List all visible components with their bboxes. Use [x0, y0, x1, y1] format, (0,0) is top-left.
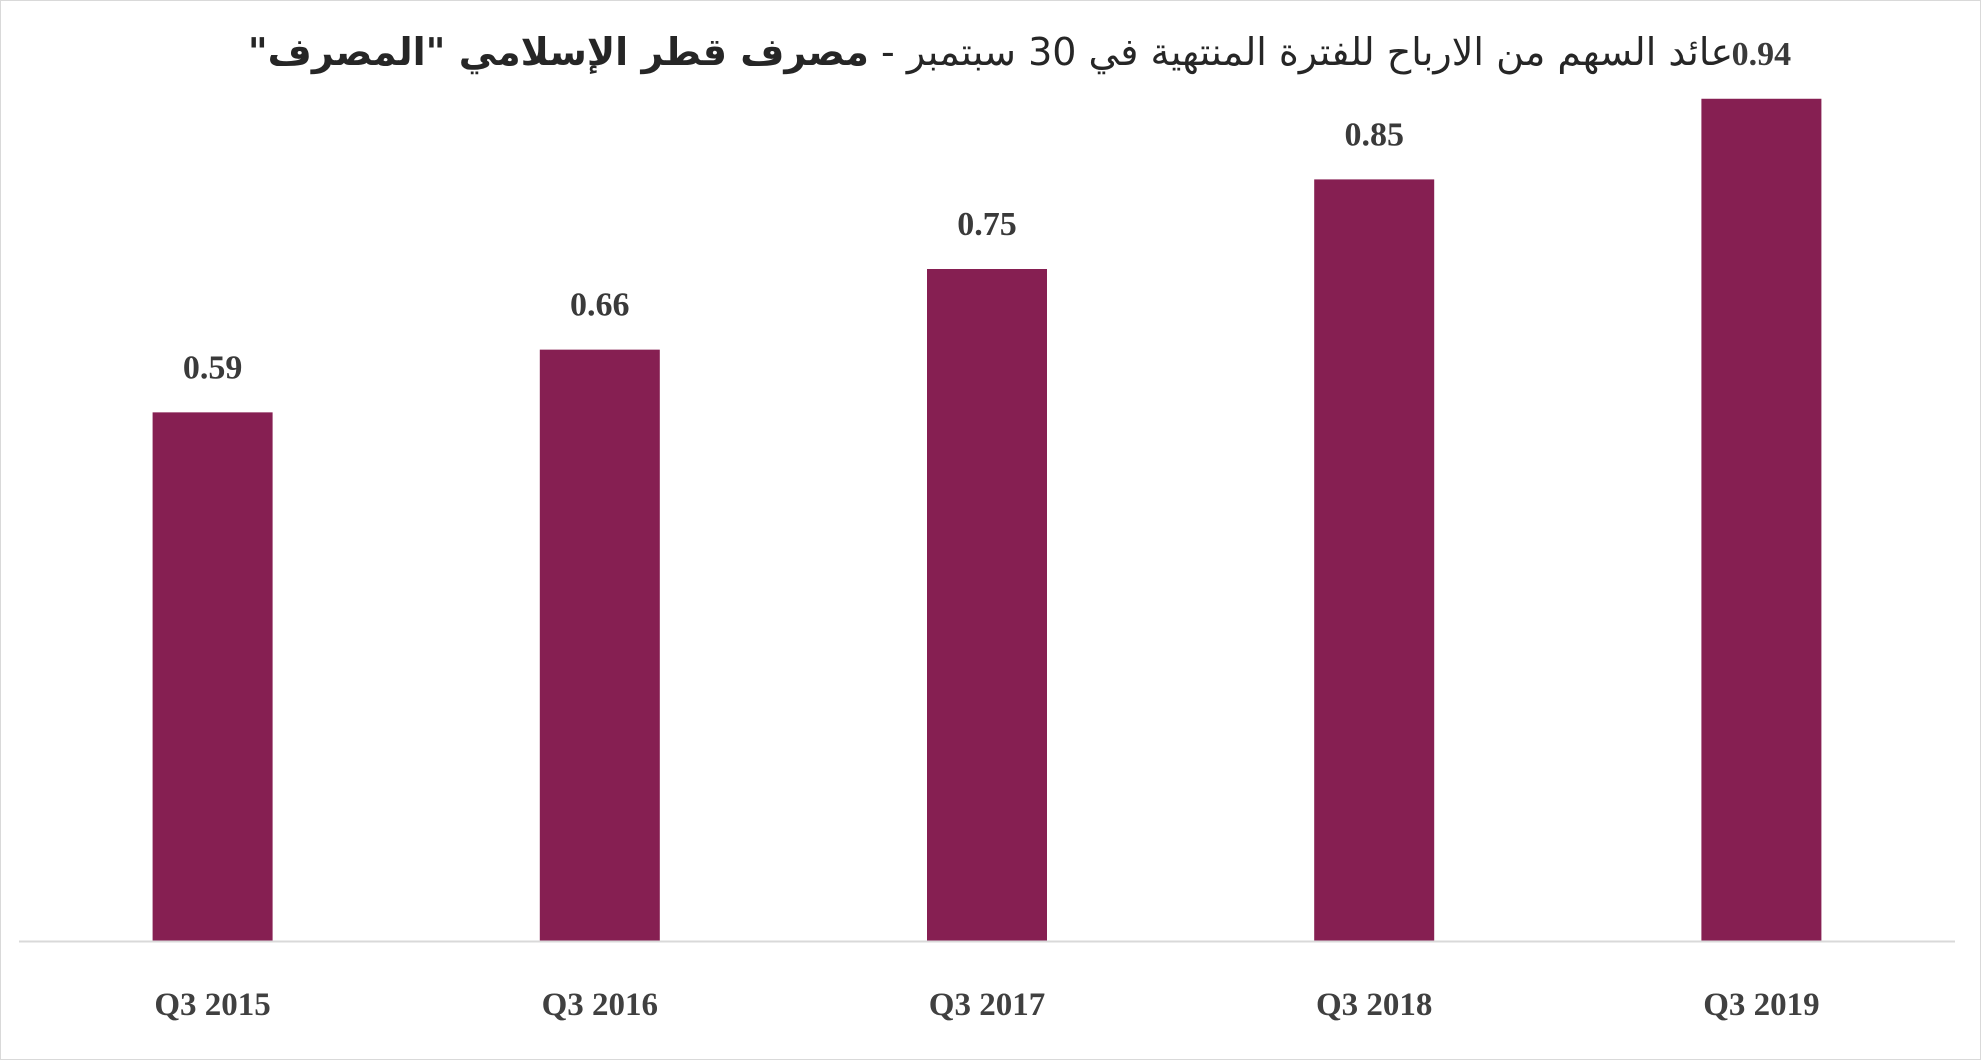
data-label: 0.66 — [570, 287, 630, 324]
data-label: 0.59 — [183, 349, 243, 386]
bars-layer — [152, 98, 1822, 941]
bar-q3-2017 — [927, 269, 1047, 941]
x-tick-labels-layer: Q3 2015 Q3 2016 Q3 2017 Q3 2018 Q3 2019 — [154, 987, 1819, 1023]
x-tick-label: Q3 2018 — [1316, 987, 1432, 1023]
data-label: 0.75 — [957, 206, 1017, 243]
chart-title-main: عائد السهم من الارباح للفترة المنتهية في… — [868, 30, 1734, 74]
bar-q3-2016 — [539, 349, 660, 941]
chart-title: عائد السهم من الارباح للفترة المنتهية في… — [0, 30, 1981, 74]
x-tick-label: Q3 2019 — [1703, 987, 1819, 1023]
bar-q3-2018 — [1314, 179, 1435, 941]
x-tick-label: Q3 2017 — [929, 987, 1045, 1023]
data-label: 0.85 — [1344, 116, 1404, 153]
bar-q3-2015 — [152, 412, 273, 941]
chart-title-company: مصرف قطر الإسلامي "المصرف" — [247, 30, 869, 74]
x-tick-label: Q3 2016 — [542, 987, 658, 1023]
value-labels-layer: 0.59 0.66 0.75 0.85 0.94 — [183, 36, 1791, 387]
bar-q3-2019 — [1701, 98, 1822, 941]
data-label: 0.94 — [1732, 36, 1792, 73]
x-tick-label: Q3 2015 — [154, 987, 270, 1023]
